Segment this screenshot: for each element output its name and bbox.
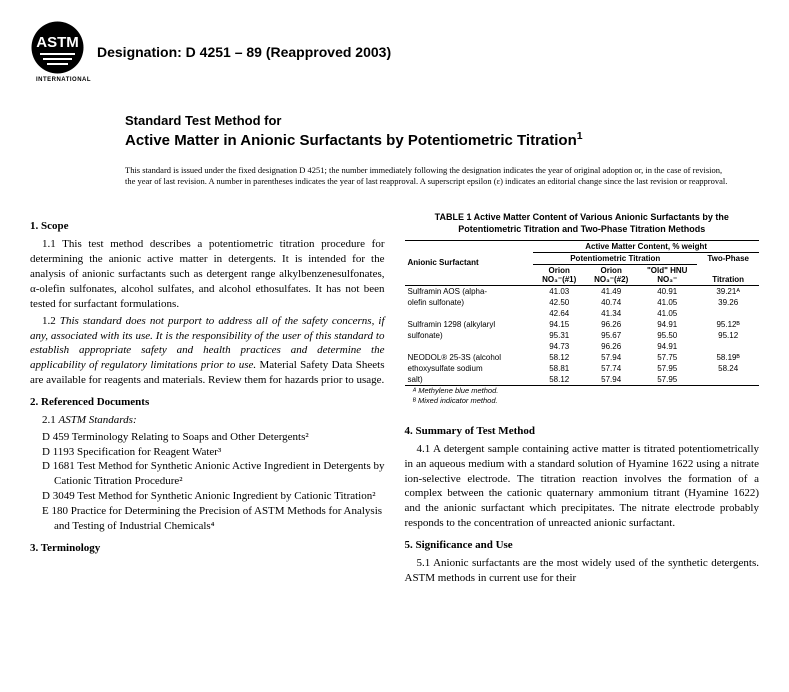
col1: OrionNO₃⁻(#1) [533, 264, 585, 285]
refdocs-heading: 2. Referenced Documents [30, 396, 385, 408]
table-title: TABLE 1 Active Matter Content of Various… [405, 212, 760, 235]
table-cell: sulfonate) [405, 330, 534, 341]
title-main: Active Matter in Anionic Surfactants by … [125, 130, 759, 151]
table-cell: 94.73 [533, 341, 585, 352]
table-cell: 41.34 [585, 308, 637, 319]
refdocs-p1-italic: ASTM Standards: [59, 414, 137, 426]
table-cell: 96.26 [585, 319, 637, 330]
title-text: Active Matter in Anionic Surfactants by … [125, 132, 577, 149]
table-row: ethoxysulfate sodium58.8157.7457.9558.24 [405, 363, 760, 374]
astm-logo-block: ASTM INTERNATIONAL [30, 20, 97, 83]
ref-item: E 180 Practice for Determining the Preci… [30, 504, 385, 534]
designation-text: Designation: D 4251 – 89 (Reapproved 200… [97, 44, 391, 60]
table-cell: 94.91 [637, 319, 697, 330]
table-cell: 41.03 [533, 285, 585, 297]
table-cell: 95.50 [637, 330, 697, 341]
refdocs-p1-num: 2.1 [42, 414, 59, 426]
table-cell: 57.74 [585, 363, 637, 374]
scope-p2: 1.2 This standard does not purport to ad… [30, 314, 385, 388]
table-cell: 95.67 [585, 330, 637, 341]
table-cell: 39.21ᴬ [697, 285, 759, 297]
title-prefix: Standard Test Method for [125, 113, 759, 130]
table-cell: 95.12 [697, 330, 759, 341]
table-cell: 58.24 [697, 363, 759, 374]
table-cell: 58.12 [533, 352, 585, 363]
sig-p1: 5.1 Anionic surfactants are the most wid… [405, 556, 760, 586]
table-cell: 94.15 [533, 319, 585, 330]
table-cell [697, 374, 759, 386]
table-cell: 57.75 [637, 352, 697, 363]
footnote-a: ᴬ Methylene blue method. [405, 386, 760, 397]
table-cell: 39.26 [697, 297, 759, 308]
table-cell [405, 341, 534, 352]
standard-issuance-note: This standard is issued under the fixed … [125, 165, 729, 187]
pot-header: Potentiometric Titration [533, 252, 697, 264]
title-sup: 1 [577, 130, 583, 142]
table-cell: 40.91 [637, 285, 697, 297]
refdocs-p1: 2.1 ASTM Standards: [30, 413, 385, 428]
table-cell: 95.12ᴮ [697, 319, 759, 330]
table-cell: 58.12 [533, 374, 585, 386]
ref-item: D 3049 Test Method for Synthetic Anionic… [30, 489, 385, 504]
table-cell [405, 308, 534, 319]
summary-p1: 4.1 A detergent sample containing active… [405, 442, 760, 531]
ref-item: D 459 Terminology Relating to Soaps and … [30, 430, 385, 445]
table-cell: salt) [405, 374, 534, 386]
table-cell [697, 308, 759, 319]
table-cell: ethoxysulfate sodium [405, 363, 534, 374]
col-surfactant: Anionic Surfactant [405, 240, 534, 285]
table-row: 42.6441.3441.05 [405, 308, 760, 319]
summary-heading: 4. Summary of Test Method [405, 425, 760, 437]
scope-heading: 1. Scope [30, 220, 385, 232]
left-column: 1. Scope 1.1 This test method describes … [30, 212, 385, 587]
table-row: Sulframin AOS (alpha-41.0341.4940.9139.2… [405, 285, 760, 297]
table-cell: 41.05 [637, 297, 697, 308]
table-cell: 40.74 [585, 297, 637, 308]
table-cell: 94.91 [637, 341, 697, 352]
table-cell: 41.49 [585, 285, 637, 297]
terminology-heading: 3. Terminology [30, 542, 385, 554]
table-cell: 58.19ᴮ [697, 352, 759, 363]
table-cell: 42.50 [533, 297, 585, 308]
astm-logo-icon: ASTM [30, 20, 85, 75]
table-row: olefin sulfonate)42.5040.7441.0539.26 [405, 297, 760, 308]
ref-item: D 1681 Test Method for Synthetic Anionic… [30, 459, 385, 489]
ref-item: D 1193 Specification for Reagent Water³ [30, 445, 385, 460]
table-cell: Sulframin 1298 (alkylaryl [405, 319, 534, 330]
col4: Titration [697, 264, 759, 285]
sig-heading: 5. Significance and Use [405, 539, 760, 551]
col3: "Old" HNUNO₃⁻ [637, 264, 697, 285]
table-row: Sulframin 1298 (alkylaryl94.1596.2694.91… [405, 319, 760, 330]
table-cell: 57.95 [637, 363, 697, 374]
table-cell: 42.64 [533, 308, 585, 319]
table-cell: 95.31 [533, 330, 585, 341]
footnote-b: ᴮ Mixed indicator method. [405, 396, 760, 407]
scope-p1: 1.1 This test method describes a potenti… [30, 237, 385, 311]
title-block: Standard Test Method for Active Matter i… [125, 113, 759, 150]
right-column: TABLE 1 Active Matter Content of Various… [405, 212, 760, 587]
super-header: Active Matter Content, % weight [533, 240, 759, 252]
table-row: 94.7396.2694.91 [405, 341, 760, 352]
header: ASTM INTERNATIONAL Designation: D 4251 –… [30, 20, 759, 83]
table-cell: Sulframin AOS (alpha- [405, 285, 534, 297]
col2: OrionNO₃⁻(#2) [585, 264, 637, 285]
table-cell: 96.26 [585, 341, 637, 352]
logo-subtext: INTERNATIONAL [30, 77, 97, 83]
scope-p2-num: 1.2 [42, 315, 60, 327]
table-cell: olefin sulfonate) [405, 297, 534, 308]
table-row: salt)58.1257.9457.95 [405, 374, 760, 386]
table-row: NEODOL® 25-3S (alcohol58.1257.9457.7558.… [405, 352, 760, 363]
table-cell: NEODOL® 25-3S (alcohol [405, 352, 534, 363]
table-cell: 58.81 [533, 363, 585, 374]
body-columns: 1. Scope 1.1 This test method describes … [30, 212, 759, 587]
data-table: Anionic Surfactant Active Matter Content… [405, 240, 760, 386]
table-cell: 57.94 [585, 352, 637, 363]
table-cell [697, 341, 759, 352]
two-header: Two-Phase [697, 252, 759, 264]
table-row: sulfonate)95.3195.6795.5095.12 [405, 330, 760, 341]
svg-text:ASTM: ASTM [36, 34, 79, 51]
table-cell: 57.94 [585, 374, 637, 386]
table-cell: 57.95 [637, 374, 697, 386]
table-cell: 41.05 [637, 308, 697, 319]
